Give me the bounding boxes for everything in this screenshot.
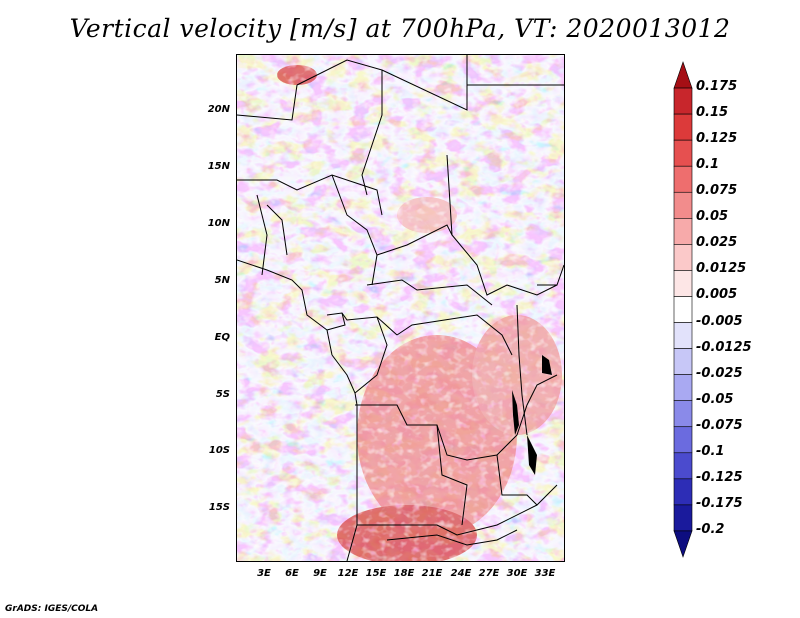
colorbar-band (673, 296, 693, 323)
colorbar-level-label: -0.005 (696, 313, 743, 329)
colorbar-level-label: 0.175 (696, 79, 738, 95)
lat-label: 5N (214, 275, 230, 286)
colorbar-level-label: -0.025 (696, 365, 743, 381)
colorbar-level-label: 0.075 (696, 183, 738, 199)
lon-label: 9E (313, 568, 327, 579)
colorbar-band (673, 478, 693, 506)
field-detail (237, 55, 564, 561)
lon-label: 27E (478, 568, 500, 579)
colorbar-band (673, 348, 693, 375)
colorbar-band (673, 218, 693, 245)
lon-label: 24E (450, 568, 472, 579)
colorbar (673, 61, 693, 558)
colorbar-level-label: 0.0125 (696, 261, 747, 277)
lon-label: 6E (285, 568, 299, 579)
footer-credit: GrADS: IGES/COLA (5, 604, 99, 614)
colorbar-band (673, 61, 693, 89)
colorbar-band (673, 530, 693, 558)
lat-label: 10S (208, 445, 230, 456)
colorbar-level-label: 0.15 (696, 105, 729, 121)
velocity-field (237, 55, 564, 561)
map-panel (236, 54, 565, 562)
colorbar-band (673, 244, 693, 271)
country-borders (237, 55, 564, 561)
colorbar-band (673, 87, 693, 115)
colorbar-band (673, 452, 693, 480)
lon-label: 21E (421, 568, 443, 579)
colorbar-level-label: -0.1 (696, 443, 725, 459)
colorbar-level-label: -0.2 (696, 521, 725, 537)
colorbar-band (673, 191, 693, 219)
colorbar-level-label: 0.05 (696, 209, 729, 225)
lon-label: 15E (365, 568, 387, 579)
lon-label: 33E (534, 568, 556, 579)
colorbar-band (673, 322, 693, 349)
lon-label: 18E (393, 568, 415, 579)
colorbar-band (673, 400, 693, 428)
colorbar-level-label: -0.05 (696, 391, 734, 407)
colorbar-level-label: 0.1 (696, 157, 720, 173)
lakes (512, 355, 552, 475)
lat-label: 15S (208, 502, 230, 513)
lon-label: 30E (506, 568, 528, 579)
colorbar-level-label: -0.075 (696, 417, 743, 433)
lon-label: 3E (257, 568, 271, 579)
chart-title: Vertical velocity [m/s] at 700hPa, VT: 2… (69, 14, 731, 43)
colorbar-level-label: -0.125 (696, 469, 743, 485)
colorbar-level-label: 0.005 (696, 287, 738, 303)
lat-label: 20N (207, 104, 230, 115)
lon-label: 12E (337, 568, 359, 579)
colorbar-band (673, 374, 693, 401)
colorbar-band (673, 504, 693, 532)
colorbar-level-label: -0.175 (696, 495, 743, 511)
colorbar-band (673, 426, 693, 454)
lat-label: 15N (207, 161, 230, 172)
lat-label: 10N (207, 218, 230, 229)
colorbar-band (673, 139, 693, 167)
colorbar-band (673, 270, 693, 297)
colorbar-level-label: 0.025 (696, 235, 738, 251)
colorbar-band (673, 165, 693, 193)
colorbar-level-label: 0.125 (696, 131, 738, 147)
colorbar-band (673, 113, 693, 141)
lat-label: 5S (215, 389, 230, 400)
colorbar-level-label: -0.0125 (696, 339, 752, 355)
lat-label: EQ (214, 332, 230, 343)
